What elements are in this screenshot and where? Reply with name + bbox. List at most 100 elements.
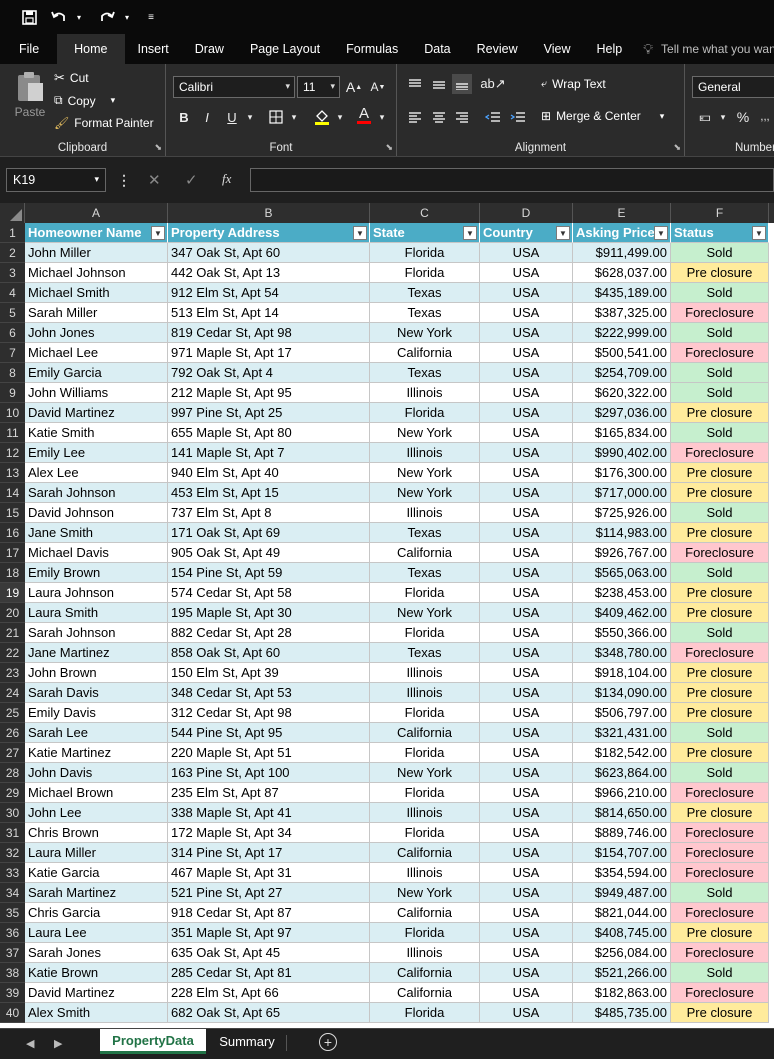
select-all-corner[interactable]	[0, 203, 25, 223]
paste-button[interactable]: Paste	[12, 70, 48, 126]
filter-dropdown-icon[interactable]: ▼	[556, 226, 570, 240]
state-cell[interactable]: Texas	[370, 523, 480, 543]
price-cell[interactable]: $918,104.00	[573, 663, 671, 683]
price-cell[interactable]: $821,044.00	[573, 903, 671, 923]
homeowner-cell[interactable]: Katie Garcia	[25, 863, 168, 883]
status-cell[interactable]: Pre closure	[671, 403, 769, 423]
tab-file[interactable]: File	[19, 42, 40, 56]
increase-indent-icon[interactable]	[508, 107, 528, 127]
price-cell[interactable]: $256,084.00	[573, 943, 671, 963]
price-cell[interactable]: $348,780.00	[573, 643, 671, 663]
price-cell[interactable]: $725,926.00	[573, 503, 671, 523]
homeowner-cell[interactable]: Sarah Martinez	[25, 883, 168, 903]
homeowner-cell[interactable]: Laura Johnson	[25, 583, 168, 603]
price-cell[interactable]: $628,037.00	[573, 263, 671, 283]
homeowner-cell[interactable]: Emily Garcia	[25, 363, 168, 383]
price-cell[interactable]: $926,767.00	[573, 543, 671, 563]
homeowner-cell[interactable]: Jane Martinez	[25, 643, 168, 663]
status-cell[interactable]: Sold	[671, 723, 769, 743]
row-header[interactable]: 37	[0, 943, 25, 963]
formula-input[interactable]	[250, 168, 774, 192]
status-cell[interactable]: Pre closure	[671, 463, 769, 483]
status-cell[interactable]: Sold	[671, 503, 769, 523]
state-cell[interactable]: Texas	[370, 363, 480, 383]
status-cell[interactable]: Foreclosure	[671, 643, 769, 663]
country-cell[interactable]: USA	[480, 863, 573, 883]
status-cell[interactable]: Foreclosure	[671, 823, 769, 843]
row-header[interactable]: 18	[0, 563, 25, 583]
filter-dropdown-icon[interactable]: ▼	[463, 226, 477, 240]
price-cell[interactable]: $506,797.00	[573, 703, 671, 723]
status-cell[interactable]: Foreclosure	[671, 303, 769, 323]
scroll-left-icon[interactable]: ◀	[26, 1038, 35, 1050]
customize-qat-icon[interactable]: ≡	[148, 11, 154, 23]
column-header-a[interactable]: A	[25, 203, 168, 223]
state-cell[interactable]: New York	[370, 463, 480, 483]
state-cell[interactable]: Texas	[370, 303, 480, 323]
homeowner-cell[interactable]: John Davis	[25, 763, 168, 783]
address-cell[interactable]: 338 Maple St, Apt 41	[168, 803, 370, 823]
row-header[interactable]: 40	[0, 1003, 25, 1023]
price-cell[interactable]: $134,090.00	[573, 683, 671, 703]
status-cell[interactable]: Sold	[671, 383, 769, 403]
chevron-down-icon[interactable]: ▾	[291, 111, 297, 122]
status-cell[interactable]: Sold	[671, 563, 769, 583]
country-cell[interactable]: USA	[480, 943, 573, 963]
row-header[interactable]: 24	[0, 683, 25, 703]
status-cell[interactable]: Foreclosure	[671, 983, 769, 1003]
status-cell[interactable]: Sold	[671, 363, 769, 383]
state-cell[interactable]: Florida	[370, 743, 480, 763]
row-header[interactable]: 11	[0, 423, 25, 443]
row-header[interactable]: 2	[0, 243, 25, 263]
homeowner-cell[interactable]: Alex Smith	[25, 1003, 168, 1023]
address-cell[interactable]: 882 Cedar St, Apt 28	[168, 623, 370, 643]
price-cell[interactable]: $889,746.00	[573, 823, 671, 843]
homeowner-cell[interactable]: David Martinez	[25, 403, 168, 423]
price-cell[interactable]: $521,266.00	[573, 963, 671, 983]
state-cell[interactable]: Florida	[370, 1003, 480, 1023]
homeowner-cell[interactable]: John Jones	[25, 323, 168, 343]
state-cell[interactable]: Illinois	[370, 943, 480, 963]
tab-page-layout[interactable]: Page Layout	[249, 42, 321, 56]
address-cell[interactable]: 997 Pine St, Apt 25	[168, 403, 370, 423]
price-cell[interactable]: $620,322.00	[573, 383, 671, 403]
address-cell[interactable]: 918 Cedar St, Apt 87	[168, 903, 370, 923]
row-header[interactable]: 20	[0, 603, 25, 623]
address-cell[interactable]: 574 Cedar St, Apt 58	[168, 583, 370, 603]
homeowner-cell[interactable]: Katie Martinez	[25, 743, 168, 763]
copy-button[interactable]: ⧉ Copy ▾	[54, 93, 115, 108]
state-cell[interactable]: Texas	[370, 563, 480, 583]
price-cell[interactable]: $154,707.00	[573, 843, 671, 863]
country-cell[interactable]: USA	[480, 463, 573, 483]
price-cell[interactable]: $485,735.00	[573, 1003, 671, 1023]
price-cell[interactable]: $500,541.00	[573, 343, 671, 363]
homeowner-cell[interactable]: Sarah Johnson	[25, 623, 168, 643]
row-header[interactable]: 39	[0, 983, 25, 1003]
homeowner-cell[interactable]: Laura Smith	[25, 603, 168, 623]
row-header[interactable]: 26	[0, 723, 25, 743]
address-cell[interactable]: 682 Oak St, Apt 65	[168, 1003, 370, 1023]
address-cell[interactable]: 912 Elm St, Apt 54	[168, 283, 370, 303]
state-cell[interactable]: Illinois	[370, 503, 480, 523]
country-cell[interactable]: USA	[480, 603, 573, 623]
row-header[interactable]: 4	[0, 283, 25, 303]
price-cell[interactable]: $408,745.00	[573, 923, 671, 943]
row-header[interactable]: 13	[0, 463, 25, 483]
state-cell[interactable]: Illinois	[370, 683, 480, 703]
price-cell[interactable]: $321,431.00	[573, 723, 671, 743]
status-cell[interactable]: Pre closure	[671, 523, 769, 543]
status-cell[interactable]: Sold	[671, 323, 769, 343]
table-header-cell[interactable]: Country ▼	[480, 223, 573, 243]
price-cell[interactable]: $717,000.00	[573, 483, 671, 503]
row-header[interactable]: 6	[0, 323, 25, 343]
homeowner-cell[interactable]: Alex Lee	[25, 463, 168, 483]
country-cell[interactable]: USA	[480, 763, 573, 783]
status-cell[interactable]: Sold	[671, 423, 769, 443]
homeowner-cell[interactable]: John Brown	[25, 663, 168, 683]
row-header[interactable]: 15	[0, 503, 25, 523]
status-cell[interactable]: Pre closure	[671, 603, 769, 623]
address-cell[interactable]: 351 Maple St, Apt 97	[168, 923, 370, 943]
table-header-cell[interactable]: Status ▼	[671, 223, 769, 243]
country-cell[interactable]: USA	[480, 423, 573, 443]
price-cell[interactable]: $176,300.00	[573, 463, 671, 483]
